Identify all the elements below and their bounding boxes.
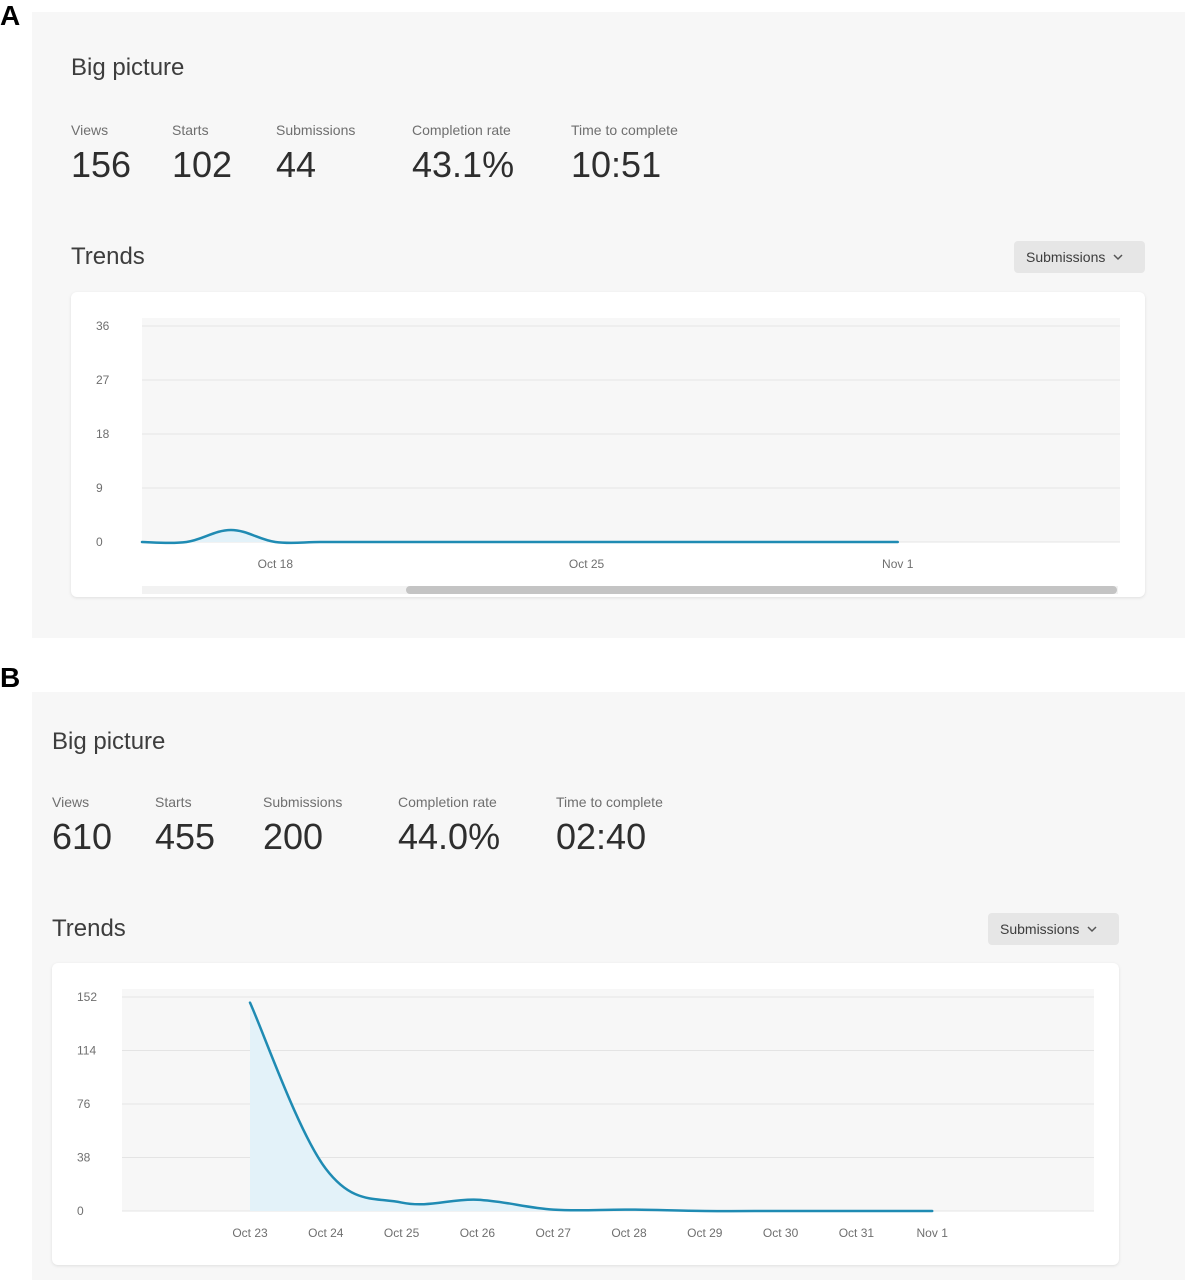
x-tick-label: Oct 28 [611,1226,647,1240]
x-tick-label: Oct 27 [536,1226,572,1240]
y-tick-label: 76 [77,1097,91,1111]
metric-completion-rate: Completion rate 43.1% [412,122,514,186]
metric-value: 44.0% [398,816,501,857]
y-tick-label: 0 [77,1204,84,1218]
x-tick-label: Oct 29 [687,1226,723,1240]
metric-label: Starts [172,122,209,138]
x-tick-label: Oct 30 [763,1226,799,1240]
big-picture-title: Big picture [52,728,166,755]
panel-a-letter: A [0,0,21,31]
metric-value: 455 [155,816,216,857]
x-tick-label: Oct 24 [308,1226,344,1240]
metric-label: Submissions [276,122,356,138]
metric-dropdown[interactable]: Submissions [1014,241,1145,273]
y-tick-label: 152 [77,990,97,1004]
metric-label: Time to complete [556,794,663,810]
x-tick-label: Oct 26 [460,1226,496,1240]
metric-label: Completion rate [398,794,497,810]
metric-label: Time to complete [571,122,678,138]
metric-submissions: Submissions 44 [276,122,355,186]
chevron-down-icon [1087,926,1097,933]
metric-starts: Starts 102 [172,122,232,186]
x-tick-label: Oct 25 [569,557,605,571]
metric-label: Views [71,122,109,138]
metric-value: 44 [276,144,317,185]
panel-b-letter: B [0,662,21,693]
metric-time-to-complete: Time to complete 10:51 [571,122,678,186]
metric-value: 610 [52,816,113,857]
metric-value: 02:40 [556,816,647,857]
metric-label: Submissions [263,794,343,810]
y-tick-label: 18 [96,427,110,441]
trends-title: Trends [52,915,126,942]
x-tick-label: Oct 25 [384,1226,420,1240]
metric-label: Starts [155,794,192,810]
metric-submissions: Submissions 200 [263,794,342,858]
series-area [250,1002,933,1212]
y-tick-label: 36 [96,319,110,333]
metric-value: 156 [71,144,132,185]
metric-value: 200 [263,816,324,857]
x-tick-label: Oct 23 [232,1226,268,1240]
metric-time-to-complete: Time to complete 02:40 [556,794,663,858]
series-line [140,528,899,545]
metric-completion-rate: Completion rate 44.0% [398,794,500,858]
trends-title: Trends [71,243,145,270]
metric-value: 43.1% [412,144,515,185]
chevron-down-icon [1113,254,1123,261]
x-tick-label: Oct 31 [839,1226,875,1240]
x-tick-label: Nov 1 [882,557,914,571]
dropdown-label: Submissions [1000,921,1080,937]
trends-chart: 0 9 18 27 36 Oct 18 Oct 25 Nov 1 [96,318,1120,571]
plot-area [142,318,1120,542]
x-tick-label: Nov 1 [917,1226,949,1240]
y-tick-label: 38 [77,1151,91,1165]
y-tick-label: 9 [96,481,103,495]
metric-label: Views [52,794,90,810]
series-area [142,530,898,543]
metric-starts: Starts 455 [155,794,215,858]
metric-dropdown[interactable]: Submissions [988,913,1119,945]
panel-b: Big picture Views 610 Starts 455 Submiss… [32,692,1185,1280]
x-tick-label: Oct 18 [258,557,294,571]
big-picture-title: Big picture [71,54,185,81]
metric-views: Views 610 [52,794,112,858]
metric-label: Completion rate [412,122,511,138]
y-tick-label: 27 [96,373,110,387]
trends-chart: 0 38 76 114 152 Oct 23 Oct 24 Oct 25 Oct 26 Oct 2… [77,989,1094,1240]
metric-value: 10:51 [571,144,662,185]
panel-a: Big picture Views 156 Starts 102 Submiss… [32,12,1185,638]
trends-chart-card: 0 38 76 114 152 Oct 23 Oct 24 Oct 25 Oct 26 Oct 2… [52,963,1119,1265]
dropdown-label: Submissions [1026,249,1106,265]
trends-chart-card: 0 9 18 27 36 Oct 18 Oct 25 Nov 1 [71,292,1145,597]
series-line [248,1001,934,1213]
y-tick-label: 114 [77,1044,96,1058]
chart-scrollbar-thumb[interactable] [406,586,1117,594]
metric-value: 102 [172,144,233,185]
y-tick-label: 0 [96,535,103,549]
metric-views: Views 156 [71,122,131,186]
